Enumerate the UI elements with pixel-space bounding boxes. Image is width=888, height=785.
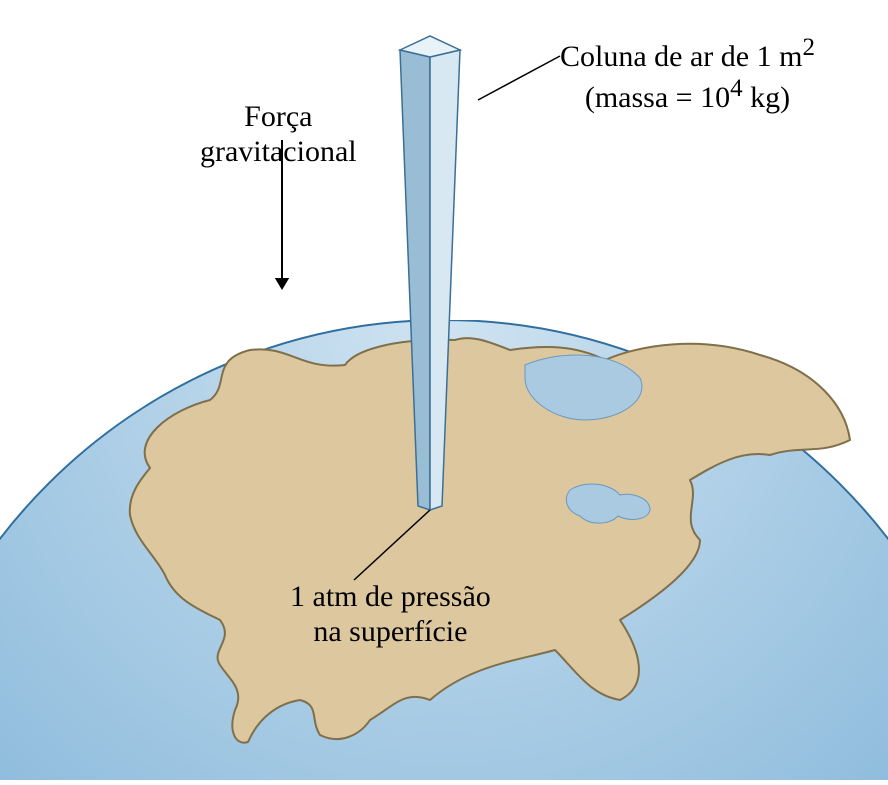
- column-label-mass-pre: (massa = 10: [585, 81, 730, 114]
- surface-label-line1: 1 atm de pressão: [290, 580, 491, 613]
- gravity-arrow-head: [275, 278, 289, 290]
- column-label-line1-sup: 2: [802, 34, 815, 61]
- surface-label-line2: na superfície: [313, 615, 467, 648]
- surface-label: 1 atm de pressão na superfície: [290, 580, 491, 649]
- column-label-line1-pre: Coluna de ar de 1 m: [560, 40, 802, 73]
- callout-line-column: [478, 56, 560, 100]
- column-label: Coluna de ar de 1 m2 (massa = 104 kg): [560, 34, 815, 115]
- gravity-label-line1: Força: [244, 100, 312, 133]
- diagram-canvas: Força gravitacional Coluna de ar de 1 m2…: [0, 0, 888, 780]
- column-label-mass-sup: 4: [730, 75, 743, 102]
- gravity-label: Força gravitacional: [200, 100, 357, 169]
- column-label-mass-post: kg): [743, 81, 791, 114]
- gravity-label-line2: gravitacional: [200, 135, 357, 168]
- diagram-svg: [0, 0, 888, 780]
